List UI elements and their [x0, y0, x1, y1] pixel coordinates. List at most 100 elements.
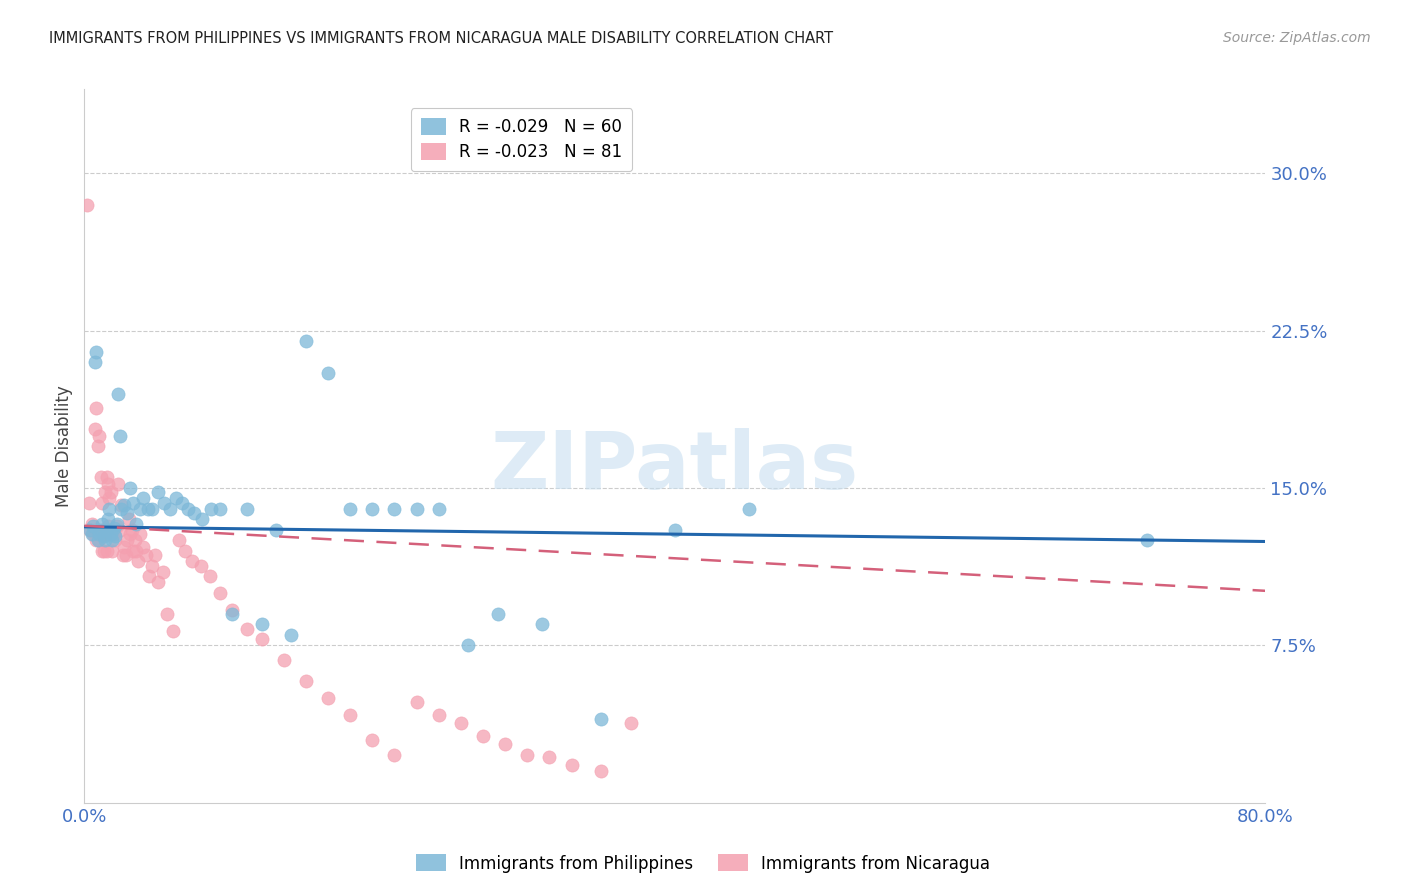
- Point: [209, 502, 232, 516]
- Point: [273, 653, 295, 667]
- Point: [125, 516, 148, 531]
- Point: [280, 628, 302, 642]
- Point: [295, 674, 318, 689]
- Point: [200, 502, 222, 516]
- Point: [132, 491, 155, 506]
- Point: [361, 732, 384, 747]
- Point: [112, 498, 135, 512]
- Point: [664, 523, 686, 537]
- Point: [90, 523, 112, 537]
- Point: [86, 533, 108, 548]
- Point: [361, 502, 384, 516]
- Point: [236, 622, 259, 636]
- Point: [105, 518, 128, 533]
- Point: [159, 502, 181, 516]
- Point: [96, 470, 118, 484]
- Point: [80, 527, 103, 541]
- Point: [79, 523, 101, 537]
- Point: [382, 747, 406, 762]
- Text: Source: ZipAtlas.com: Source: ZipAtlas.com: [1223, 31, 1371, 45]
- Point: [560, 758, 583, 772]
- Point: [148, 575, 170, 590]
- Point: [190, 558, 212, 573]
- Point: [136, 502, 159, 516]
- Point: [339, 502, 361, 516]
- Point: [250, 632, 273, 646]
- Point: [156, 607, 179, 621]
- Point: [132, 540, 155, 554]
- Text: ZIPatlas: ZIPatlas: [491, 428, 859, 507]
- Point: [209, 586, 232, 600]
- Point: [76, 197, 98, 211]
- Point: [97, 518, 120, 533]
- Point: [619, 716, 641, 731]
- Point: [165, 491, 187, 506]
- Point: [538, 749, 561, 764]
- Point: [141, 558, 163, 573]
- Point: [86, 439, 108, 453]
- Point: [115, 506, 138, 520]
- Point: [173, 544, 195, 558]
- Point: [405, 502, 427, 516]
- Point: [494, 737, 516, 751]
- Point: [107, 476, 129, 491]
- Legend: Immigrants from Philippines, Immigrants from Nicaragua: Immigrants from Philippines, Immigrants …: [409, 847, 997, 880]
- Point: [115, 533, 138, 548]
- Point: [104, 529, 127, 543]
- Point: [110, 498, 132, 512]
- Point: [138, 569, 160, 583]
- Point: [80, 516, 103, 531]
- Point: [83, 422, 105, 436]
- Point: [89, 527, 111, 541]
- Point: [112, 540, 135, 554]
- Point: [148, 485, 170, 500]
- Point: [162, 624, 184, 638]
- Point: [170, 496, 193, 510]
- Point: [83, 355, 105, 369]
- Point: [93, 544, 115, 558]
- Legend: R = -0.029   N = 60, R = -0.023   N = 81: R = -0.029 N = 60, R = -0.023 N = 81: [411, 108, 633, 171]
- Point: [250, 617, 273, 632]
- Point: [191, 512, 214, 526]
- Point: [84, 401, 107, 416]
- Point: [77, 496, 100, 510]
- Point: [486, 607, 509, 621]
- Point: [114, 548, 136, 562]
- Point: [79, 523, 101, 537]
- Point: [111, 548, 134, 562]
- Point: [167, 533, 190, 548]
- Point: [94, 485, 117, 500]
- Point: [120, 481, 142, 495]
- Point: [93, 529, 115, 543]
- Point: [91, 544, 114, 558]
- Y-axis label: Male Disability: Male Disability: [55, 385, 73, 507]
- Point: [450, 716, 472, 731]
- Point: [97, 512, 120, 526]
- Point: [181, 554, 204, 568]
- Text: IMMIGRANTS FROM PHILIPPINES VS IMMIGRANTS FROM NICARAGUA MALE DISABILITY CORRELA: IMMIGRANTS FROM PHILIPPINES VS IMMIGRANT…: [49, 31, 834, 46]
- Point: [122, 496, 145, 510]
- Point: [120, 527, 142, 541]
- Point: [100, 523, 122, 537]
- Point: [104, 533, 127, 548]
- Point: [738, 502, 761, 516]
- Point: [153, 496, 176, 510]
- Point: [121, 523, 143, 537]
- Point: [122, 544, 145, 558]
- Point: [129, 527, 152, 541]
- Point: [457, 639, 479, 653]
- Point: [141, 502, 163, 516]
- Point: [103, 527, 125, 541]
- Point: [97, 476, 120, 491]
- Point: [405, 695, 427, 709]
- Point: [295, 334, 318, 348]
- Point: [177, 502, 200, 516]
- Point: [103, 521, 125, 535]
- Point: [101, 544, 124, 558]
- Point: [105, 516, 128, 531]
- Point: [264, 523, 288, 537]
- Point: [91, 516, 114, 531]
- Point: [89, 428, 111, 442]
- Point: [96, 523, 118, 537]
- Point: [221, 603, 243, 617]
